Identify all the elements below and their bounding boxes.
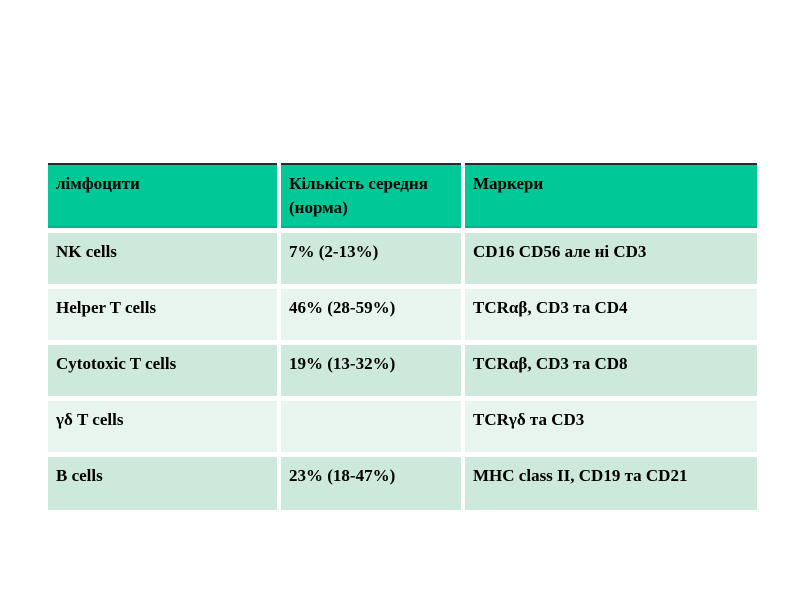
table-row-helper-t-cells: Helper T cells 46% (28-59%) TCRαβ, CD3 т… <box>48 288 757 340</box>
cell-count: 23% (18-47%) <box>281 456 461 510</box>
cell-type: B cells <box>48 456 277 510</box>
cell-markers: MHC class II, CD19 та CD21 <box>465 456 757 510</box>
cell-markers: TCRαβ, CD3 та CD8 <box>465 344 757 396</box>
cell-type: Helper T cells <box>48 288 277 340</box>
column-header-lymphocytes: лімфоцити <box>48 163 277 228</box>
table-row-gamma-delta-t-cells: γδ T cells TCRγδ та CD3 <box>48 400 757 452</box>
column-header-count-norm: Кількість середня (норма) <box>281 163 461 228</box>
lymphocyte-table: лімфоцити Кількість середня (норма) Марк… <box>44 158 761 515</box>
cell-count <box>281 400 461 452</box>
cell-markers: CD16 CD56 але ні CD3 <box>465 232 757 284</box>
column-header-markers: Маркери <box>465 163 757 228</box>
cell-type: NK cells <box>48 232 277 284</box>
table-row-b-cells: B cells 23% (18-47%) MHC class II, CD19 … <box>48 456 757 510</box>
table-header: лімфоцити Кількість середня (норма) Марк… <box>48 163 757 228</box>
table-body: NK cells 7% (2-13%) CD16 CD56 але ні CD3… <box>48 232 757 510</box>
cell-type: γδ T cells <box>48 400 277 452</box>
header-row: лімфоцити Кількість середня (норма) Марк… <box>48 163 757 228</box>
cell-markers: TCRαβ, CD3 та CD4 <box>465 288 757 340</box>
cell-count: 46% (28-59%) <box>281 288 461 340</box>
table-row-cytotoxic-t-cells: Cytotoxic T cells 19% (13-32%) TCRαβ, CD… <box>48 344 757 396</box>
cell-type: Cytotoxic T cells <box>48 344 277 396</box>
cell-count: 19% (13-32%) <box>281 344 461 396</box>
cell-markers: TCRγδ та CD3 <box>465 400 757 452</box>
table-row-nk-cells: NK cells 7% (2-13%) CD16 CD56 але ні CD3 <box>48 232 757 284</box>
cell-count: 7% (2-13%) <box>281 232 461 284</box>
